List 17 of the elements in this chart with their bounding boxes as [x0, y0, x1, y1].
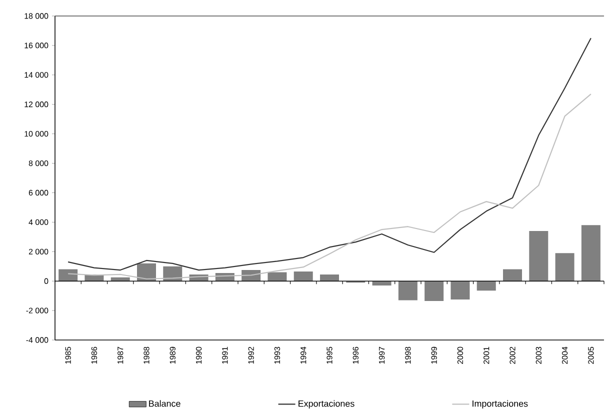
legend-label: Balance: [149, 400, 180, 407]
bar: [503, 269, 522, 282]
line-series: [68, 38, 592, 271]
legend-label: Exportaciones: [298, 400, 354, 409]
line-series: [68, 94, 592, 280]
bar: [372, 281, 392, 286]
bar: [581, 225, 600, 282]
bar: [450, 281, 470, 300]
bar: [268, 272, 287, 282]
bar: [476, 281, 496, 291]
bar: [424, 281, 444, 301]
bar: [320, 274, 340, 282]
bar: [555, 253, 574, 282]
legend-label: Importaciones: [472, 400, 528, 409]
bar: [398, 281, 418, 300]
bar: [294, 272, 313, 282]
bar: [529, 231, 548, 282]
